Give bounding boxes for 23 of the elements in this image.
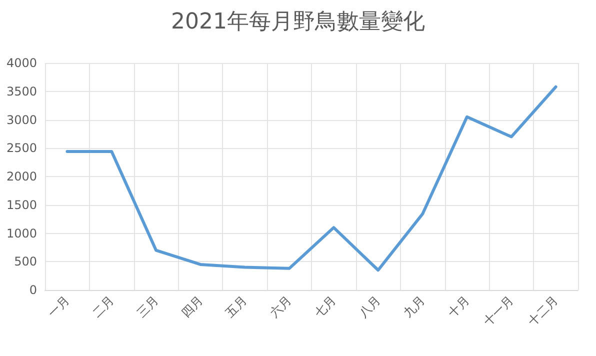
y-tick-label: 0 [29,283,37,297]
x-tick-label: 四月 [178,293,206,320]
x-tick-label: 八月 [356,293,384,320]
x-tick-label: 十月 [445,293,472,320]
x-tick-label: 六月 [267,293,294,320]
y-tick-label: 4000 [6,56,37,70]
y-tick-label: 2500 [6,141,37,156]
chart-title: 2021年每月野鳥數量變化 [171,10,425,34]
x-tick-label: 二月 [90,293,117,320]
y-tick-label: 3500 [6,84,37,98]
y-tick-label: 3000 [6,112,37,127]
x-tick-label: 十一月 [480,293,516,328]
y-tick-label: 2000 [6,170,37,184]
x-tick-label: 三月 [134,293,161,320]
y-tick-label: 1000 [6,226,37,240]
x-tick-label: 九月 [400,293,428,320]
x-tick-label: 一月 [45,293,72,320]
line-series [66,85,558,272]
x-tick-label: 十二月 [525,293,561,328]
y-tick-label: 500 [14,254,37,269]
y-tick-label: 1500 [6,198,37,212]
x-tick-label: 五月 [222,293,250,320]
x-tick-label: 七月 [312,293,339,320]
